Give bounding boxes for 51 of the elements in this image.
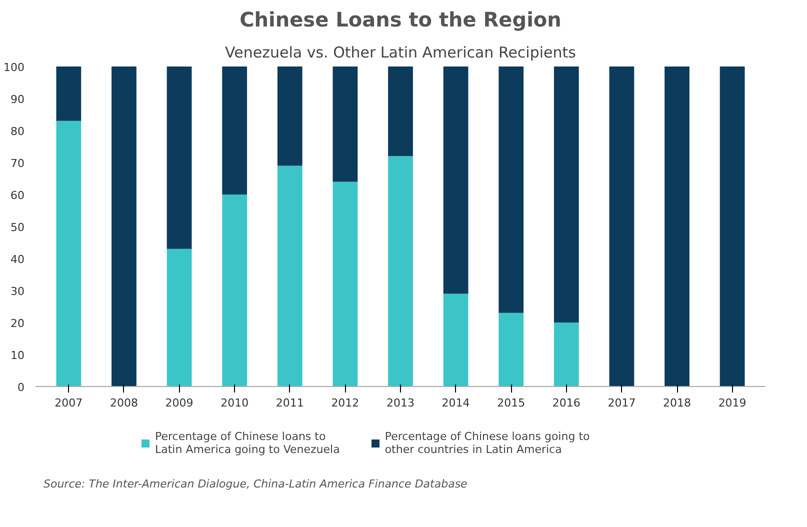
x-tick-label: 2014 bbox=[442, 396, 470, 410]
x-tick-label: 2008 bbox=[110, 396, 138, 410]
bar bbox=[720, 66, 745, 386]
bar bbox=[388, 66, 413, 156]
x-tick-label: 2018 bbox=[663, 396, 692, 410]
bar bbox=[56, 120, 82, 386]
x-tick-label: 2017 bbox=[608, 396, 636, 410]
bar bbox=[332, 66, 358, 182]
bar bbox=[609, 66, 634, 386]
bar bbox=[277, 66, 302, 166]
bar bbox=[498, 66, 524, 313]
y-tick-label: 50 bbox=[10, 221, 25, 234]
bar bbox=[56, 66, 82, 121]
bar bbox=[166, 248, 192, 386]
bar bbox=[222, 66, 248, 194]
bar bbox=[112, 66, 136, 386]
bar bbox=[166, 66, 192, 249]
y-tick-label: 80 bbox=[10, 125, 25, 138]
x-tick-label: 2019 bbox=[718, 396, 746, 410]
x-tick-label: 2015 bbox=[497, 396, 526, 410]
x-tick-label: 2007 bbox=[54, 396, 83, 410]
x-tick-label: 2010 bbox=[220, 396, 249, 410]
y-tick-label: 100 bbox=[4, 61, 25, 74]
bar bbox=[554, 322, 579, 386]
bar bbox=[554, 66, 579, 322]
chart-subtitle: Venezuela vs. Other Latin American Recipients bbox=[225, 44, 576, 62]
y-tick-label: 40 bbox=[10, 253, 25, 266]
source-note: Source: The Inter-American Dialogue, China-Latin America Finance Database bbox=[44, 478, 468, 490]
x-tick-label: 2012 bbox=[331, 396, 360, 410]
x-tick-label: 2016 bbox=[552, 396, 580, 410]
y-tick-label: 70 bbox=[10, 157, 25, 170]
x-tick-label: 2009 bbox=[165, 396, 194, 410]
bar bbox=[388, 156, 413, 386]
legend-label: Percentage of Chinese loans to Latin America going to Venezuela bbox=[155, 430, 340, 456]
chart-title: Chinese Loans to the Region bbox=[240, 8, 562, 32]
y-tick-label: 10 bbox=[10, 349, 25, 362]
y-tick-label: 60 bbox=[10, 189, 25, 202]
bar bbox=[443, 294, 468, 386]
y-tick-label: 90 bbox=[10, 93, 25, 106]
x-tick-label: 2013 bbox=[386, 396, 415, 410]
x-tick-label: 2011 bbox=[276, 396, 304, 410]
bar bbox=[664, 66, 690, 386]
bar bbox=[498, 312, 524, 386]
bar bbox=[277, 166, 302, 386]
legend-label: Percentage of Chinese loans going to other countries in Latin America bbox=[384, 430, 590, 456]
y-tick-label: 0 bbox=[18, 381, 24, 394]
bar bbox=[332, 182, 358, 386]
y-tick-label: 30 bbox=[10, 285, 25, 298]
bar bbox=[443, 66, 468, 294]
y-tick-label: 20 bbox=[10, 317, 25, 330]
bar bbox=[222, 194, 248, 386]
